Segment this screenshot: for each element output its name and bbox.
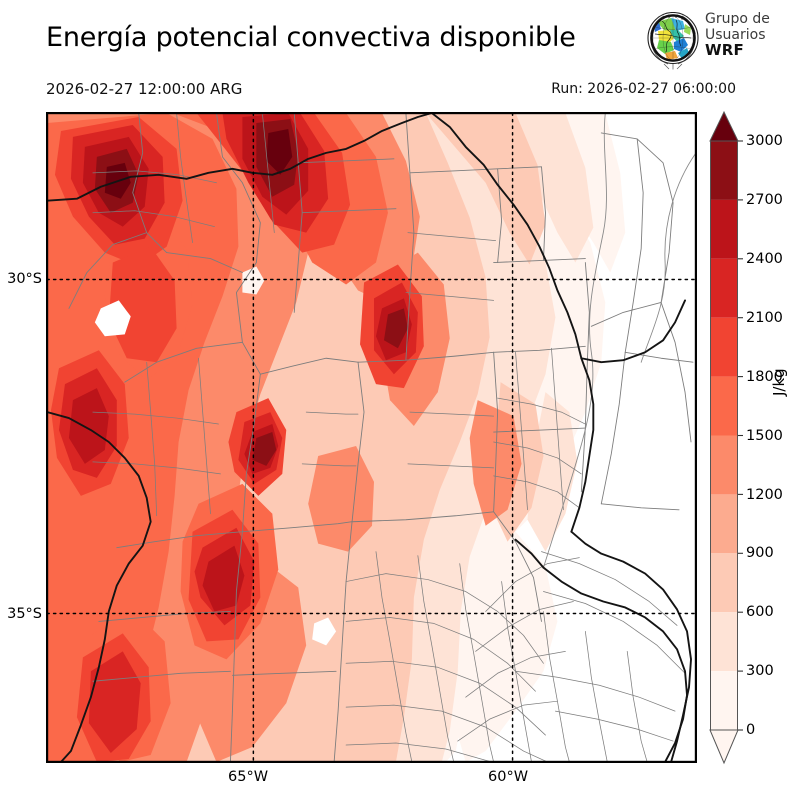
colorbar-tick-1500: 1500 xyxy=(746,428,783,444)
valid-time-label: 2026-02-27 12:00:00 ARG xyxy=(46,80,243,98)
logo: Grupo de Usuarios WRF xyxy=(645,11,797,72)
colorbar-tick-0: 0 xyxy=(746,722,756,738)
axis-label-lon-65w: 65°W xyxy=(228,769,269,785)
colorbar-tick-600: 600 xyxy=(746,604,774,620)
cape-contour-map[interactable] xyxy=(47,113,696,762)
colorbar-tick-2400: 2400 xyxy=(746,251,783,267)
colorbar-tick-900: 900 xyxy=(746,545,774,561)
logo-line-3: WRF xyxy=(705,41,744,59)
graticule xyxy=(47,113,696,762)
colorbar-tick-2100: 2100 xyxy=(746,310,783,326)
colorbar-over-arrow xyxy=(709,110,739,142)
page-title: Energía potencial convectiva disponible xyxy=(46,22,576,53)
run-time-label: Run: 2026-02-27 06:00:00 xyxy=(551,81,736,97)
colorbar-bands xyxy=(710,141,738,730)
colorbar-tick-1200: 1200 xyxy=(746,487,783,503)
wrf-user-group-globe-emblem xyxy=(647,12,699,70)
logo-line-1: Grupo de xyxy=(705,11,770,27)
colorbar-tick-1800: 1800 xyxy=(746,369,783,385)
map-frame xyxy=(47,113,696,762)
colorbar-tick-3000: 3000 xyxy=(746,133,783,149)
colorbar-tick-2700: 2700 xyxy=(746,192,783,208)
axis-label-lat-35s: 35°S xyxy=(7,606,42,622)
colorbar-tick-300: 300 xyxy=(746,663,774,679)
colorbar[interactable] xyxy=(709,110,743,765)
colorbar-under-arrow xyxy=(709,729,739,765)
admin-boundaries xyxy=(68,113,694,762)
rivers xyxy=(543,113,696,569)
colorbar-unit-label: J/kg xyxy=(770,368,788,396)
map-panel[interactable] xyxy=(46,112,697,763)
colorbar-ticks xyxy=(738,140,743,731)
logo-text: Grupo de Usuarios WRF xyxy=(705,11,797,70)
colorbar-swatches xyxy=(709,110,743,765)
logo-line-2: Usuarios xyxy=(705,26,766,43)
country-borders xyxy=(47,113,692,762)
axis-label-lat-30s: 30°S xyxy=(7,271,42,287)
axis-label-lon-60w: 60°W xyxy=(488,769,529,785)
cape-filled-contours xyxy=(47,113,626,762)
